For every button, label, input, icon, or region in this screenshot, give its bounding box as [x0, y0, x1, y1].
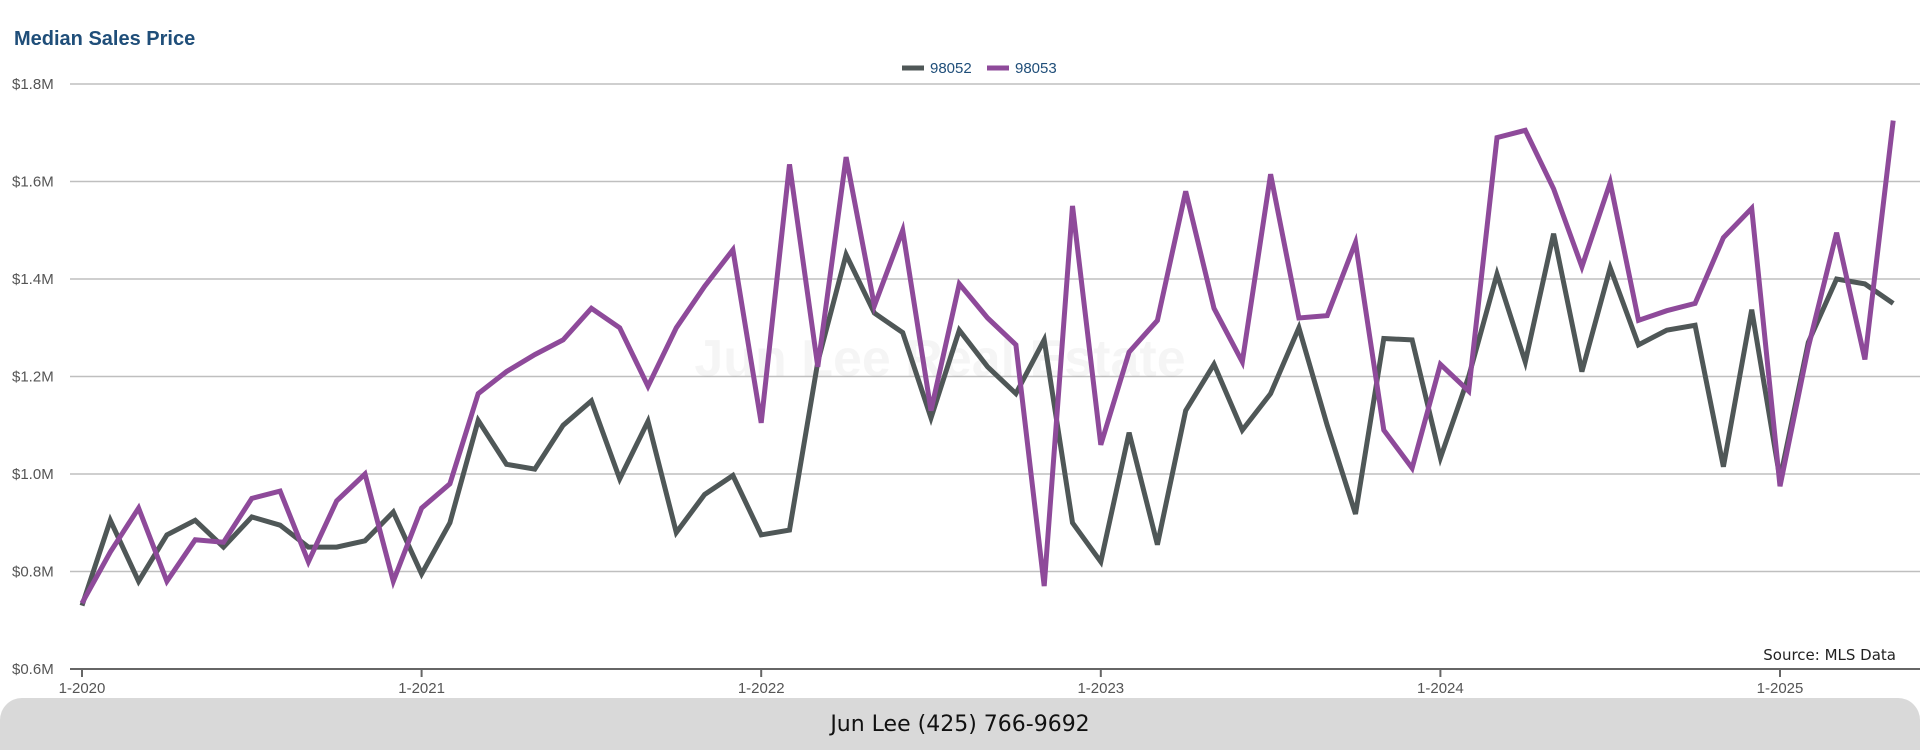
source-note: Source: MLS Data [1763, 646, 1896, 664]
x-tick-label: 1-2023 [1077, 680, 1124, 697]
series-line-98052 [79, 233, 1895, 607]
y-tick-label: $0.8M [12, 564, 54, 581]
y-tick-label: $1.4M [12, 271, 54, 288]
axes: $0.6M $0.8M $1.0M $1.2M $1.4M $1.6M $1.8M 1-202… [12, 76, 1920, 697]
x-tick-label: 1-2024 [1417, 680, 1464, 697]
chart-title: Median Sales Price [14, 28, 196, 50]
legend[interactable]: 98052 98053 [902, 60, 1057, 77]
y-tick-label: $1.6M [12, 174, 54, 191]
series-lines [79, 120, 1896, 607]
x-tick-label: 1-2021 [398, 680, 445, 697]
y-tick-label: $1.0M [12, 466, 54, 483]
legend-label: 98052 [930, 60, 972, 77]
y-tick-label: $0.6M [12, 661, 54, 678]
series-line-98053 [79, 120, 1896, 605]
y-tick-label: $1.8M [12, 76, 54, 93]
x-tick-label: 1-2020 [59, 680, 106, 697]
legend-label: 98053 [1015, 60, 1057, 77]
footer-contact: Jun Lee (425) 766-9692 [830, 711, 1090, 737]
footer-bar: Jun Lee (425) 766-9692 [0, 698, 1920, 750]
x-tick-label: 1-2025 [1757, 680, 1804, 697]
y-tick-label: $1.2M [12, 369, 54, 386]
legend-item-98053[interactable]: 98053 [987, 60, 1057, 77]
legend-item-98052[interactable]: 98052 [902, 60, 972, 77]
x-tick-label: 1-2022 [738, 680, 785, 697]
line-chart: Jun Lee Real Estate $0.6M$0.8M$1.0M$1.2M… [12, 60, 1920, 697]
